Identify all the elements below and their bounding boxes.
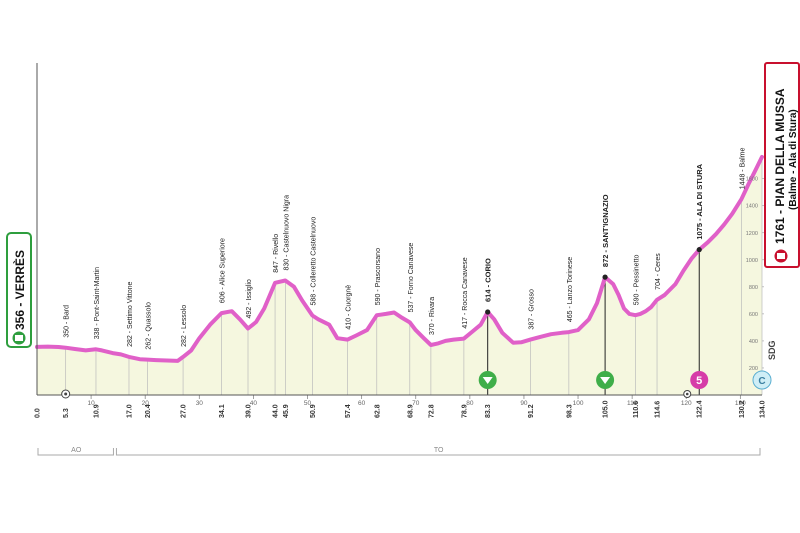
- x-grid-tick-label: 10: [87, 400, 95, 407]
- locality-label: 282 - Settimo Vittone: [127, 282, 134, 347]
- locality-label: 282 - Lessolo: [181, 305, 188, 347]
- x-grid-tick-label: 20: [142, 400, 150, 407]
- region-label: AO: [71, 447, 82, 454]
- region-bracket: [115, 448, 761, 456]
- finish-climb-text: C: [758, 376, 765, 387]
- km-tick-label: 68.9: [407, 404, 414, 418]
- locality-label: 590 - Prascorsano: [375, 248, 382, 305]
- km-tick-label: 50.9: [310, 404, 317, 418]
- locality-label: 872 - SANT'IGNAZIO: [601, 194, 610, 267]
- y-tick-label: 400: [749, 339, 758, 345]
- km-tick-label: 122.4: [697, 400, 704, 418]
- locality-label: 262 - Quassolo: [145, 302, 152, 350]
- locality-label: 614 - CORIO: [484, 258, 493, 302]
- y-tick-label: 600: [749, 312, 758, 318]
- km-tick-label: 83.3: [485, 404, 492, 418]
- km-tick-label: 44.0: [273, 404, 280, 418]
- km-tick-label: 134.0: [760, 400, 767, 418]
- x-grid-tick-label: 110: [627, 400, 638, 407]
- km-tick-label: 10.9: [93, 404, 100, 418]
- locality-dot: [696, 247, 702, 253]
- finish-label: 1761 - PIAN DELLA MUSSA: [773, 88, 787, 244]
- locality-label: 537 - Forno Canavese: [408, 243, 415, 313]
- start-label: 356 - VERRÈS: [12, 250, 27, 330]
- km-tick-label: 72.8: [428, 404, 435, 418]
- locality-label: 465 - Lanzo Torinese: [567, 257, 574, 322]
- locality-label: 1448 - Balme: [739, 147, 746, 189]
- locality-label: 704 - Ceres: [655, 253, 662, 290]
- km-tick-label: 27.0: [181, 404, 188, 418]
- km-tick-label: 98.3: [566, 404, 573, 418]
- climb-category-text: 5: [696, 375, 702, 387]
- km-tick-label: 110.6: [633, 401, 640, 418]
- finish-sublabel: (Balme - Ala di Stura): [788, 109, 799, 210]
- y-tick-label: 1000: [746, 258, 758, 264]
- x-grid-tick-label: 100: [573, 400, 584, 407]
- locality-label: 417 - Rocca Canavese: [462, 257, 469, 328]
- km-tick-label: 5.3: [63, 408, 70, 418]
- feed-zone-dot-icon: [64, 392, 68, 396]
- y-tick-label: 200: [749, 366, 758, 372]
- locality-label: 606 - Alice Superiore: [219, 238, 226, 303]
- region-label: TO: [434, 447, 444, 454]
- km-tick-label: 105.0: [603, 400, 610, 418]
- km-tick-label: 0.0: [35, 408, 42, 418]
- locality-label: 590 - Pessinetto: [633, 255, 640, 306]
- x-grid-tick-label: 90: [520, 400, 528, 407]
- locality-label: 387 - Grosso: [528, 289, 535, 330]
- locality-label: 338 - Pont-Saint-Martin: [94, 267, 101, 339]
- locality-label: 370 - Rivara: [429, 297, 436, 335]
- km-tick-label: 39.0: [246, 404, 253, 418]
- locality-label: 350 - Bard: [64, 305, 71, 338]
- feed-zone-dot-icon: [685, 392, 689, 396]
- locality-label: 588 - Colleretto Castelnuovo: [310, 217, 317, 306]
- start-flag-inner-icon: [15, 335, 23, 341]
- km-tick-label: 57.4: [345, 404, 352, 418]
- x-grid-tick-label: 130: [735, 400, 746, 407]
- x-grid-tick-label: 30: [196, 400, 204, 407]
- km-tick-label: 91.2: [528, 404, 535, 418]
- locality-label: 1075 - ALA DI STURA: [695, 163, 704, 239]
- elevation-area: [37, 156, 762, 395]
- km-tick-label: 130.2: [739, 400, 746, 418]
- km-tick-label: 78.9: [461, 404, 468, 418]
- x-grid-tick-label: 60: [358, 400, 366, 407]
- start-box: [6, 232, 32, 348]
- region-bracket: [37, 448, 114, 456]
- y-tick-label: 1200: [746, 231, 758, 237]
- mountain-climb-icon: [690, 371, 709, 389]
- sdg-logo-text: SDG: [767, 340, 777, 360]
- finish-box: [764, 62, 800, 268]
- km-tick-label: 114.6: [655, 401, 662, 418]
- finish-flag-inner-icon: [777, 253, 785, 259]
- km-tick-label: 45.9: [283, 404, 290, 418]
- sprint-arrow-icon: [482, 377, 493, 384]
- locality-label: 492 - Issiglio: [246, 279, 253, 318]
- x-grid-tick-label: 80: [466, 400, 474, 407]
- y-tick-label: 800: [749, 285, 758, 291]
- locality-dot: [485, 309, 491, 315]
- x-grid-tick-label: 70: [412, 400, 420, 407]
- locality-label: 830 - Castelnuovo Nigra: [283, 195, 290, 271]
- km-tick-label: 20.4: [145, 404, 152, 418]
- x-grid-tick-label: 50: [304, 400, 312, 407]
- x-grid-tick-label: 120: [681, 400, 692, 407]
- x-grid-tick-label: 40: [250, 400, 258, 407]
- finish-climb-icon: [752, 370, 772, 390]
- km-tick-label: 17.0: [126, 404, 133, 418]
- y-tick-label: 1600: [746, 177, 758, 183]
- locality-label: 410 - Cuorgnè: [346, 285, 353, 330]
- locality-dot: [602, 274, 608, 280]
- elevation-line: [35, 154, 764, 363]
- km-tick-label: 62.8: [374, 404, 381, 418]
- locality-label: 847 - Rivello: [273, 234, 280, 273]
- sprint-arrow-icon: [600, 377, 611, 384]
- km-tick-label: 34.1: [219, 404, 226, 418]
- y-tick-label: 1400: [746, 204, 758, 210]
